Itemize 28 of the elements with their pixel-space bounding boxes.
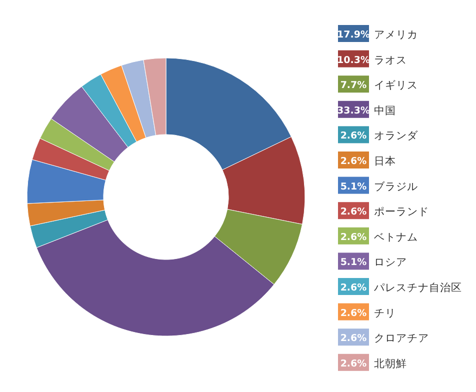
data-label: 2.6%: [340, 282, 368, 294]
data-label: 2.6%: [340, 232, 368, 243]
legend-label: クロアチア: [374, 332, 429, 345]
data-label: 17.9%: [337, 30, 370, 40]
data-label: 2.6%: [340, 206, 368, 218]
legend-label: 日本: [374, 154, 396, 168]
data-label: 2.6%: [340, 130, 368, 142]
data-label: 2.6%: [340, 156, 368, 167]
legend-label: ベトナム: [374, 231, 418, 244]
legend-label: ポーランド: [374, 206, 429, 218]
legend-label: ラオス: [374, 54, 407, 66]
legend-label: イギリス: [374, 80, 418, 92]
legend-label: チリ: [374, 307, 396, 320]
data-label: 5.1%: [340, 181, 368, 192]
legend-label: オランダ: [374, 130, 419, 142]
data-label: 2.6%: [340, 308, 368, 319]
legend-label: パレスチナ自治区: [373, 282, 462, 294]
data-label: 2.6%: [340, 333, 368, 344]
legend-label: ブラジル: [374, 180, 418, 193]
legend-label: ロシア: [374, 256, 407, 269]
legend-label: アメリカ: [374, 29, 418, 41]
data-label: 33.3%: [337, 105, 370, 116]
data-label: 2.6%: [340, 358, 368, 370]
data-label: 10.3%: [337, 54, 370, 66]
data-label: 5.1%: [340, 257, 368, 268]
legend-label: 中国: [374, 104, 396, 117]
legend-label: 北朝鮮: [374, 356, 407, 370]
data-label: 7.7%: [340, 80, 368, 92]
